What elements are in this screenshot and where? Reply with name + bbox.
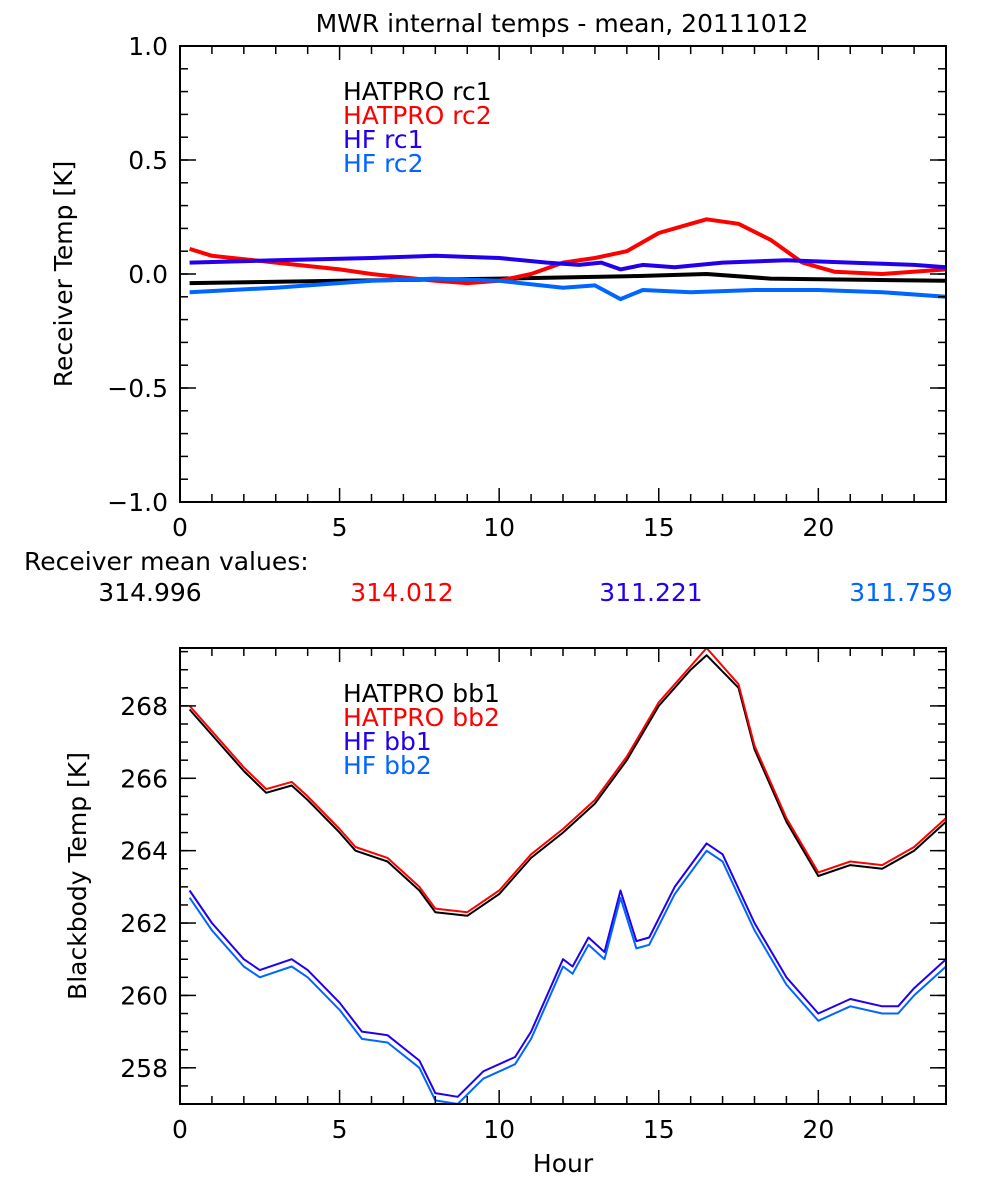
series-line-hatpro-rc1 (189, 272, 947, 286)
series-line-hf-bb2 (188, 849, 947, 1105)
y-tick-label: −0.5 (107, 374, 168, 403)
y-tick-label: 264 (120, 837, 168, 866)
plot-frame (179, 647, 947, 1105)
x-tick-label: 15 (643, 513, 675, 542)
series-line-hf-bb1 (188, 842, 947, 1098)
chart-title: MWR internal temps - mean, 20111012 (316, 9, 809, 38)
y-axis-label: Receiver Temp [K] (49, 161, 78, 388)
legend-entry: HATPRO bb1 (343, 679, 500, 708)
x-tick-label: 10 (483, 1115, 515, 1144)
y-axis-label: Blackbody Temp [K] (63, 752, 92, 1000)
y-tick-label: 0.5 (128, 146, 168, 175)
mean-value-hatpro-rc1: 314.996 (98, 578, 201, 607)
mean-value-hf-rc2: 311.759 (849, 578, 952, 607)
legend-entry: HF bb1 (343, 727, 432, 756)
legend-entry: HF bb2 (343, 751, 432, 780)
series-line-hatpro-bb1 (188, 654, 947, 917)
legend-entry: HF rc2 (343, 149, 424, 178)
y-tick-label: 258 (120, 1054, 168, 1083)
y-tick-label: 260 (120, 981, 168, 1010)
y-tick-label: 1.0 (128, 32, 168, 61)
mean-value-hf-rc1: 311.221 (599, 578, 702, 607)
y-tick-label: 262 (120, 909, 168, 938)
x-tick-label: 15 (643, 1115, 675, 1144)
series-line-hatpro-rc2 (189, 217, 947, 286)
x-tick-label: 5 (332, 1115, 348, 1144)
x-tick-label: 0 (172, 513, 188, 542)
x-tick-label: 5 (332, 513, 348, 542)
plot-frame (179, 45, 947, 503)
mean-value-hatpro-rc2: 314.012 (350, 578, 453, 607)
x-tick-label: 20 (802, 1115, 834, 1144)
series-line-hatpro-bb2 (188, 647, 947, 914)
y-tick-label: 266 (120, 764, 168, 793)
x-tick-label: 20 (802, 513, 834, 542)
x-axis-label: Hour (533, 1149, 594, 1178)
legend-entry: HATPRO bb2 (343, 703, 500, 732)
legend-entry: HF rc1 (343, 125, 424, 154)
series-line-hf-rc2 (189, 276, 947, 302)
mean-values-label: Receiver mean values: (24, 547, 309, 576)
legend-entry: HATPRO rc1 (343, 77, 492, 106)
x-tick-label: 0 (172, 1115, 188, 1144)
y-tick-label: −1.0 (107, 488, 168, 517)
series-line-hf-rc1 (189, 253, 947, 272)
y-tick-label: 268 (120, 692, 168, 721)
x-tick-label: 10 (483, 513, 515, 542)
legend-entry: HATPRO rc2 (343, 101, 492, 130)
y-tick-label: 0.0 (128, 260, 168, 289)
